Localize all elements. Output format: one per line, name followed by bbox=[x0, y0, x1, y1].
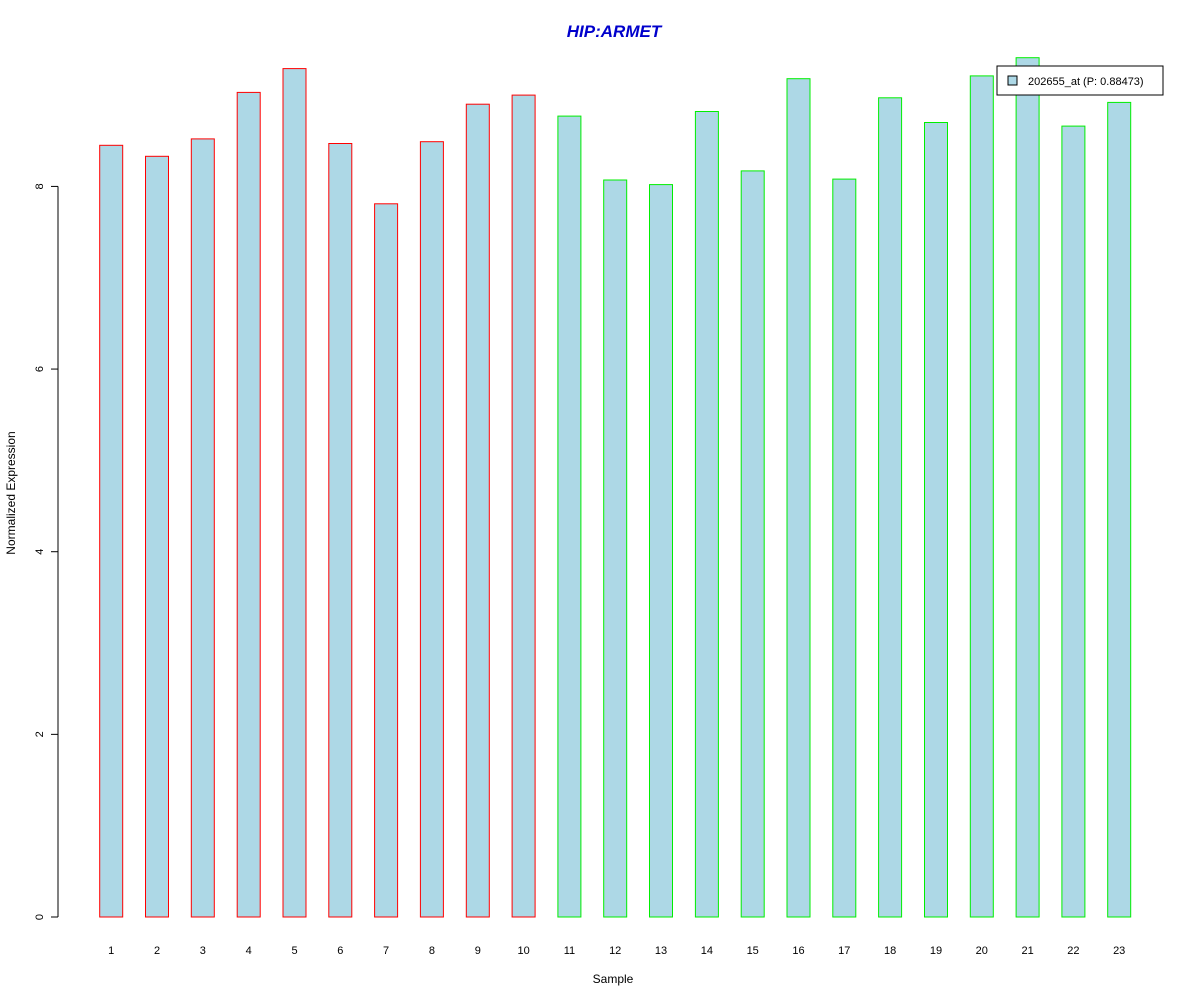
bar-sample-2 bbox=[145, 155, 169, 918]
x-tick-label: 18 bbox=[884, 945, 896, 957]
bars bbox=[99, 57, 1132, 918]
bar-sample-10 bbox=[511, 94, 536, 918]
bar-sample-5 bbox=[282, 68, 307, 918]
x-tick-label: 10 bbox=[517, 945, 529, 957]
x-tick-label: 15 bbox=[747, 945, 759, 957]
x-tick-label: 23 bbox=[1113, 945, 1125, 957]
y-axis: 0 2 4 6 8 bbox=[34, 183, 59, 920]
x-tick-label: 19 bbox=[930, 945, 942, 957]
bar-sample-18 bbox=[878, 97, 903, 918]
x-tick-label: 5 bbox=[291, 945, 297, 957]
bar-sample-12 bbox=[603, 179, 628, 918]
bar-sample-21 bbox=[1015, 57, 1040, 918]
legend-entry: 202655_at (P: 0.88473) bbox=[1028, 76, 1144, 88]
x-tick-label: 21 bbox=[1021, 945, 1033, 957]
x-tick-label: 16 bbox=[792, 945, 804, 957]
bar-sample-9 bbox=[465, 103, 490, 918]
legend: 202655_at (P: 0.88473) bbox=[996, 65, 1164, 96]
bar-sample-4 bbox=[236, 91, 261, 918]
x-tick-label: 3 bbox=[200, 945, 206, 957]
x-tick-label: 22 bbox=[1067, 945, 1079, 957]
y-tick-label: 2 bbox=[34, 731, 46, 737]
chart-title: HIP:ARMET bbox=[567, 22, 663, 41]
x-tick-label: 7 bbox=[383, 945, 389, 957]
x-tick-label: 4 bbox=[246, 945, 252, 957]
x-tick-label: 8 bbox=[429, 945, 435, 957]
x-tick-label: 14 bbox=[701, 945, 713, 957]
legend-swatch bbox=[1007, 75, 1018, 86]
x-tick-label: 20 bbox=[976, 945, 988, 957]
legend-box bbox=[996, 65, 1164, 96]
x-tick-label: 13 bbox=[655, 945, 667, 957]
x-axis-ticks: 1 2 3 4 5 6 7 8 9 10 11 12 13 14 15 16 17 18 19 20 21 22 23 bbox=[108, 945, 1125, 957]
y-tick-label: 6 bbox=[34, 366, 46, 372]
bar-sample-3 bbox=[190, 138, 215, 918]
x-tick-label: 11 bbox=[564, 945, 575, 957]
bar-sample-15 bbox=[740, 170, 765, 918]
y-tick-label: 4 bbox=[34, 549, 46, 555]
x-tick-label: 9 bbox=[475, 945, 481, 957]
bar-sample-11 bbox=[557, 115, 582, 918]
x-axis-label: Sample bbox=[593, 972, 634, 986]
y-tick-label: 0 bbox=[34, 914, 46, 920]
bar-sample-22 bbox=[1061, 125, 1086, 918]
bar-sample-1 bbox=[99, 144, 124, 918]
bar-sample-8 bbox=[419, 141, 444, 918]
x-tick-label: 1 bbox=[108, 945, 114, 957]
bar-sample-23 bbox=[1107, 101, 1132, 918]
y-axis-label: Normalized Expression bbox=[4, 431, 18, 554]
y-tick-label: 8 bbox=[34, 183, 46, 189]
bar-sample-17 bbox=[832, 178, 857, 918]
bar-sample-7 bbox=[374, 203, 399, 918]
bar-sample-6 bbox=[328, 143, 353, 918]
bar-sample-16 bbox=[786, 78, 811, 918]
x-tick-label: 12 bbox=[609, 945, 621, 957]
bar-sample-13 bbox=[649, 184, 673, 918]
bar-sample-20 bbox=[969, 75, 994, 918]
x-tick-label: 2 bbox=[154, 945, 160, 957]
x-tick-label: 17 bbox=[838, 945, 850, 957]
bar-sample-19 bbox=[924, 122, 948, 918]
x-tick-label: 6 bbox=[337, 945, 343, 957]
bar-sample-14 bbox=[694, 111, 719, 918]
